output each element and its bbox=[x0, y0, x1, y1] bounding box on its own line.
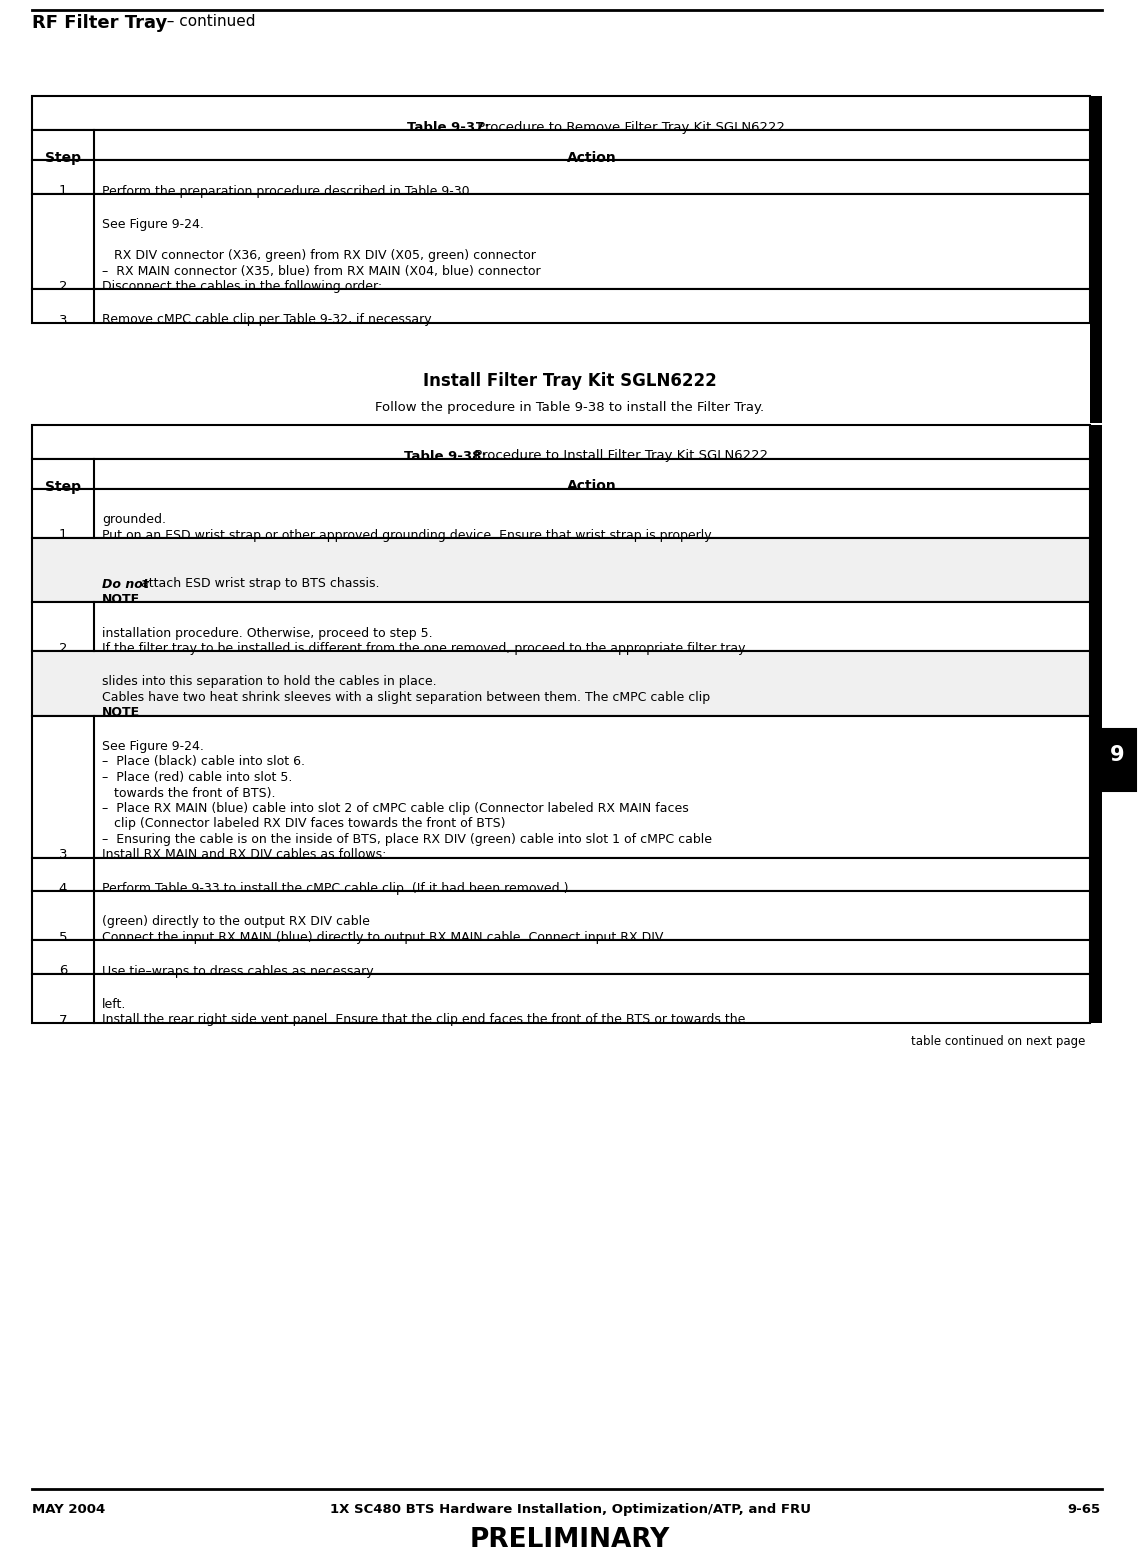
Text: – continued: – continued bbox=[157, 14, 255, 29]
Bar bbox=[32, 974, 1090, 1022]
Text: NOTE: NOTE bbox=[101, 707, 140, 720]
Text: Install the rear right side vent panel. Ensure that the clip end faces the front: Install the rear right side vent panel. … bbox=[101, 1013, 746, 1027]
Bar bbox=[1090, 425, 1102, 1022]
Text: Action: Action bbox=[567, 150, 617, 164]
Text: Procedure to Remove Filter Tray Kit SGLN6222: Procedure to Remove Filter Tray Kit SGLN… bbox=[473, 121, 785, 133]
Text: 2: 2 bbox=[59, 281, 67, 293]
Text: RF Filter Tray: RF Filter Tray bbox=[32, 14, 168, 33]
Text: 5: 5 bbox=[59, 931, 67, 945]
Text: Table 9-38:: Table 9-38: bbox=[405, 450, 487, 462]
Text: MAY 2004: MAY 2004 bbox=[32, 1503, 105, 1515]
Text: Remove cMPC cable clip per Table 9-32, if necessary: Remove cMPC cable clip per Table 9-32, i… bbox=[101, 313, 432, 327]
Bar bbox=[32, 96, 1090, 130]
Text: 1: 1 bbox=[59, 185, 67, 197]
Text: Do not: Do not bbox=[101, 577, 149, 591]
Text: 6: 6 bbox=[59, 965, 67, 977]
Text: 9-65: 9-65 bbox=[1067, 1503, 1100, 1515]
Bar bbox=[32, 858, 1090, 890]
Bar bbox=[32, 890, 1090, 940]
Text: (green) directly to the output RX DIV cable: (green) directly to the output RX DIV ca… bbox=[101, 915, 369, 929]
Text: Put on an ESD wrist strap or other approved grounding device. Ensure that wrist : Put on an ESD wrist strap or other appro… bbox=[101, 529, 711, 541]
Text: attach ESD wrist strap to BTS chassis.: attach ESD wrist strap to BTS chassis. bbox=[137, 577, 380, 591]
Bar bbox=[32, 160, 1090, 194]
Text: 1X SC480 BTS Hardware Installation, Optimization/ATP, and FRU: 1X SC480 BTS Hardware Installation, Opti… bbox=[329, 1503, 811, 1515]
Bar bbox=[32, 715, 1090, 858]
Bar bbox=[32, 602, 1090, 651]
Text: –  Place (red) cable into slot 5.: – Place (red) cable into slot 5. bbox=[101, 771, 292, 783]
Bar bbox=[1090, 323, 1102, 420]
Text: Perform Table 9-33 to install the cMPC cable clip. (If it had been removed.): Perform Table 9-33 to install the cMPC c… bbox=[101, 883, 569, 895]
Bar bbox=[32, 940, 1090, 974]
Text: 3: 3 bbox=[59, 313, 67, 327]
Text: Step: Step bbox=[44, 479, 81, 493]
Text: –  Place RX MAIN (blue) cable into slot 2 of cMPC cable clip (Connector labeled : – Place RX MAIN (blue) cable into slot 2… bbox=[101, 802, 689, 814]
Text: Action: Action bbox=[567, 479, 617, 493]
Text: 2: 2 bbox=[59, 642, 67, 655]
Text: Follow the procedure in Table 9-38 to install the Filter Tray.: Follow the procedure in Table 9-38 to in… bbox=[375, 400, 765, 414]
Text: grounded.: grounded. bbox=[101, 513, 166, 526]
Bar bbox=[32, 288, 1090, 323]
Text: PRELIMINARY: PRELIMINARY bbox=[470, 1528, 670, 1551]
Text: RX DIV connector (X36, green) from RX DIV (X05, green) connector: RX DIV connector (X36, green) from RX DI… bbox=[101, 250, 536, 262]
Text: –  RX MAIN connector (X35, blue) from RX MAIN (X04, blue) connector: – RX MAIN connector (X35, blue) from RX … bbox=[101, 265, 540, 278]
Text: Table 9-37:: Table 9-37: bbox=[407, 121, 489, 133]
Text: If the filter tray to be installed is different from the one removed, proceed to: If the filter tray to be installed is di… bbox=[101, 642, 746, 655]
Text: 4: 4 bbox=[59, 883, 67, 895]
Text: Install Filter Tray Kit SGLN6222: Install Filter Tray Kit SGLN6222 bbox=[423, 372, 717, 391]
Text: left.: left. bbox=[101, 997, 127, 1011]
Text: 3: 3 bbox=[59, 848, 67, 861]
Text: NOTE: NOTE bbox=[101, 592, 140, 606]
Text: 9: 9 bbox=[1109, 744, 1124, 765]
Text: installation procedure. Otherwise, proceed to step 5.: installation procedure. Otherwise, proce… bbox=[101, 627, 432, 639]
Text: See Figure 9-24.: See Figure 9-24. bbox=[101, 219, 204, 231]
Bar bbox=[32, 651, 1090, 715]
Text: –  Ensuring the cable is on the inside of BTS, place RX DIV (green) cable into s: – Ensuring the cable is on the inside of… bbox=[101, 833, 713, 845]
Bar bbox=[1098, 729, 1135, 791]
Text: 1: 1 bbox=[59, 529, 67, 541]
Bar bbox=[1090, 96, 1102, 323]
Text: Step: Step bbox=[44, 150, 81, 164]
Text: 7: 7 bbox=[59, 1013, 67, 1027]
Text: Cables have two heat shrink sleeves with a slight separation between them. The c: Cables have two heat shrink sleeves with… bbox=[101, 692, 710, 704]
Text: Disconnect the cables in the following order:: Disconnect the cables in the following o… bbox=[101, 281, 382, 293]
Text: Connect the input RX MAIN (blue) directly to output RX MAIN cable. Connect input: Connect the input RX MAIN (blue) directl… bbox=[101, 931, 663, 945]
Bar bbox=[32, 538, 1090, 602]
Text: Perform the preparation procedure described in Table 9-30.: Perform the preparation procedure descri… bbox=[101, 185, 473, 197]
Text: clip (Connector labeled RX DIV faces towards the front of BTS): clip (Connector labeled RX DIV faces tow… bbox=[101, 817, 505, 830]
Text: Use tie–wraps to dress cables as necessary.: Use tie–wraps to dress cables as necessa… bbox=[101, 965, 376, 977]
Bar bbox=[32, 489, 1090, 538]
Text: See Figure 9-24.: See Figure 9-24. bbox=[101, 740, 204, 752]
Bar bbox=[32, 194, 1090, 288]
Text: –  Place (black) cable into slot 6.: – Place (black) cable into slot 6. bbox=[101, 755, 306, 768]
Bar bbox=[32, 130, 1090, 160]
Bar bbox=[32, 425, 1090, 459]
Text: slides into this separation to hold the cables in place.: slides into this separation to hold the … bbox=[101, 676, 437, 689]
Text: Install RX MAIN and RX DIV cables as follows:: Install RX MAIN and RX DIV cables as fol… bbox=[101, 848, 386, 861]
Text: table continued on next page: table continued on next page bbox=[911, 1035, 1085, 1047]
Bar bbox=[1090, 323, 1102, 422]
Text: towards the front of BTS).: towards the front of BTS). bbox=[101, 786, 276, 799]
Text: Procedure to Install Filter Tray Kit SGLN6222: Procedure to Install Filter Tray Kit SGL… bbox=[471, 450, 768, 462]
Bar bbox=[32, 459, 1090, 489]
